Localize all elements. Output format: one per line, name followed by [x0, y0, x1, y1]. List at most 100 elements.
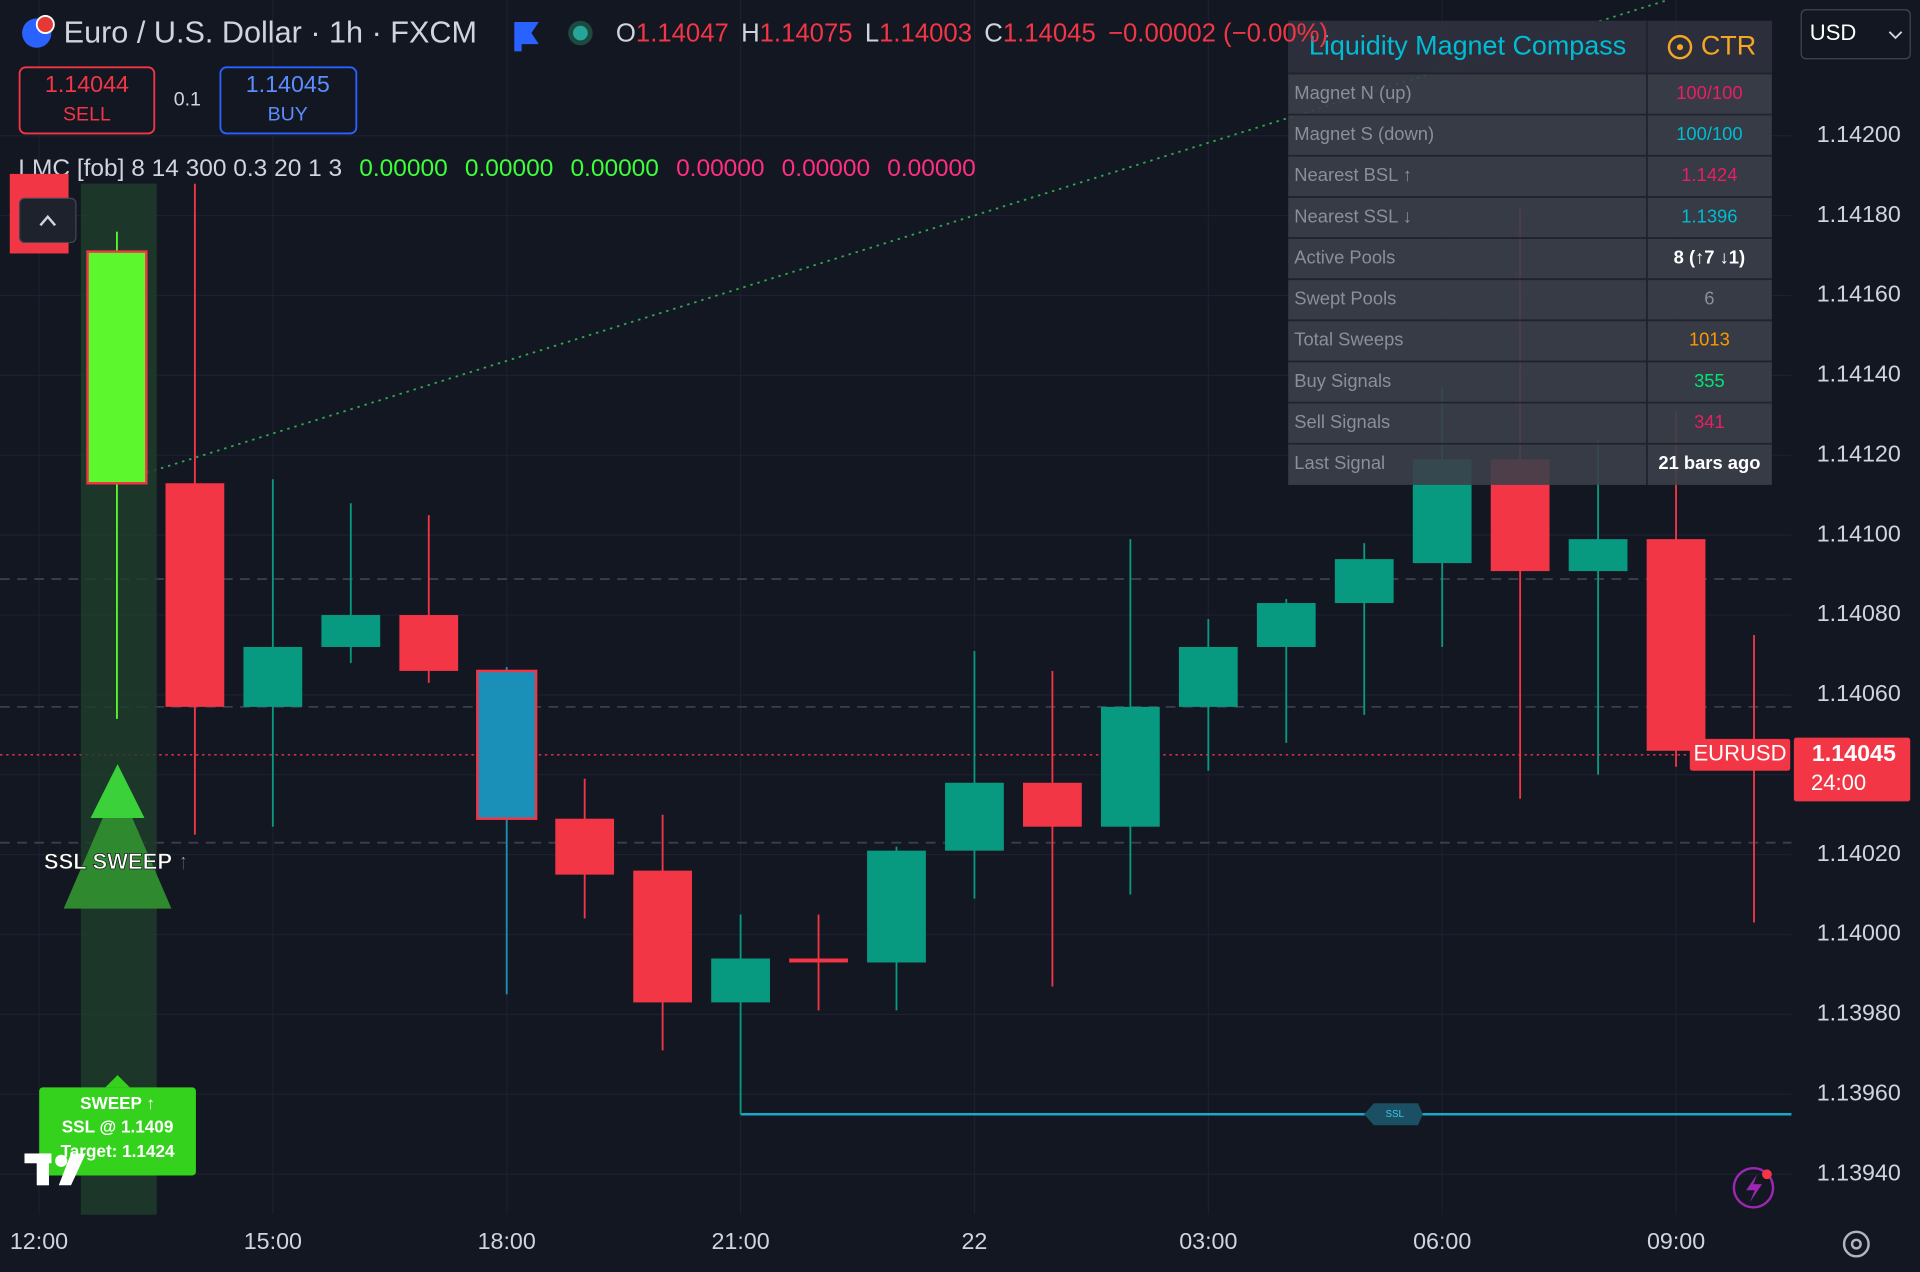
settings-icon[interactable]: [1842, 1230, 1870, 1258]
ohlc-label: L: [865, 19, 879, 47]
y-tick-label: 1.14000: [1817, 920, 1901, 946]
candle-body: [1646, 539, 1706, 751]
candle-body: [867, 850, 926, 963]
candle-body: [1256, 603, 1316, 647]
table-label: Nearest SSL ↓: [1294, 205, 1412, 226]
ohlc-value: 1.14003: [879, 19, 972, 47]
table-label: Swept Pools: [1294, 288, 1396, 309]
alert-icon-bolt: [1746, 1174, 1763, 1203]
sweep-arrow: [90, 764, 145, 818]
candle-body: [711, 958, 770, 1003]
y-tick-label: 1.14080: [1817, 600, 1901, 626]
currency-chevron: [1888, 31, 1903, 40]
price-change: −0.00002 (−0.00%): [1108, 19, 1328, 47]
ohlc-value: 1.14047: [636, 19, 729, 47]
x-tick-label: 06:00: [1413, 1228, 1471, 1254]
y-tick-label: 1.14180: [1817, 201, 1901, 227]
collapse-icon: [39, 214, 57, 227]
candle-body: [321, 615, 381, 647]
table-value: 21 bars ago: [1658, 452, 1760, 473]
signal-text: Target: 1.1424: [61, 1141, 175, 1161]
price-tag-bg: [1793, 737, 1911, 802]
flag-icon[interactable]: [514, 22, 539, 52]
y-tick-label: 1.14160: [1817, 281, 1901, 307]
candle-body: [1334, 559, 1394, 604]
overlay: SSL SWEEP ↑ SWEEP ↑ SSL @ 1.1409 Target:…: [24, 764, 196, 1186]
table-title: Liquidity Magnet Compass: [1309, 30, 1626, 60]
trend-line: [146, 0, 1669, 474]
x-tick-label: 22: [962, 1228, 988, 1254]
candles: [86, 183, 1784, 1115]
signal-pointer: [105, 1075, 130, 1088]
indicator-value: 0.00000: [359, 156, 447, 183]
x-tick-label: 18:00: [478, 1228, 536, 1254]
signal-text: SSL @ 1.1409: [62, 1116, 174, 1136]
indicator-legend: LMC [fob] 8 14 300 0.3 20 1 3 0.00000 0.00…: [18, 156, 975, 183]
ssl-tag-text: SSL: [1385, 1109, 1404, 1120]
sell-label: SELL: [63, 103, 111, 125]
table-label: Magnet N (up): [1294, 82, 1411, 103]
indicator-value: 0.00000: [782, 156, 870, 183]
y-tick-label: 1.14200: [1817, 121, 1901, 147]
table-label: Total Sweeps: [1294, 329, 1403, 350]
quantity[interactable]: 0.1: [174, 89, 201, 111]
badge-icon-dot: [1676, 44, 1684, 51]
y-tick-label: 1.14100: [1817, 520, 1901, 546]
x-tick-label: 12:00: [10, 1228, 68, 1254]
y-tick-label: 1.14060: [1817, 680, 1901, 706]
currency-button[interactable]: [1800, 9, 1911, 60]
sell-price: 1.14044: [45, 71, 129, 97]
info-table: Liquidity Magnet Compass CTR Magnet N (up)…: [1288, 20, 1772, 485]
candle-body: [165, 483, 225, 707]
price-tag: EURUSD 1.14045 24:00: [1689, 737, 1911, 802]
logo-part: [58, 1153, 86, 1186]
table-label: Active Pools: [1294, 246, 1395, 267]
candle-body: [789, 958, 848, 963]
ohlc-label: C: [984, 19, 1003, 47]
indicator-value: 0.00000: [570, 156, 658, 183]
tradingview-logo: [24, 1153, 86, 1186]
symbol-title[interactable]: Euro / U.S. Dollar · 1h · FXCM: [64, 15, 477, 49]
table-value: 355: [1694, 370, 1725, 391]
candle-body: [633, 870, 693, 1003]
table-value: 6: [1704, 288, 1714, 309]
table-value: 1.1424: [1681, 164, 1737, 185]
table-value: 100/100: [1676, 123, 1742, 144]
ssl-tag: [1364, 1103, 1423, 1126]
ohlc-label: H: [741, 19, 760, 47]
logo-part: [36, 1153, 49, 1186]
table-value: 100/100: [1676, 82, 1742, 103]
candle-body: [945, 782, 1004, 851]
sweep-label: SSL SWEEP ↑: [44, 849, 189, 874]
table-label: Buy Signals: [1294, 370, 1391, 391]
y-tick-label: 1.14120: [1817, 440, 1901, 466]
indicator-value: 0.00000: [887, 156, 975, 183]
buy-price: 1.14045: [246, 71, 330, 97]
table-value: 341: [1694, 411, 1725, 432]
candle-body: [243, 646, 303, 707]
signal-text: SWEEP ↑: [80, 1093, 155, 1113]
table-value: 1.1396: [1681, 205, 1737, 226]
candle-body: [86, 250, 148, 485]
axes: 1.13940 1.13960 1.13980 1.14000 1.14020 1.140…: [10, 121, 1911, 1254]
table-badge: CTR: [1701, 30, 1756, 60]
ohlc-label: O: [616, 19, 636, 47]
status-dot: [573, 25, 588, 41]
table-label: Sell Signals: [1294, 411, 1390, 432]
table-label: Magnet S (down): [1294, 123, 1434, 144]
logo-part: [55, 1154, 68, 1167]
candle-body: [1100, 706, 1160, 827]
x-tick-label: 03:00: [1179, 1228, 1237, 1254]
indicator-value: 0.00000: [465, 156, 553, 183]
buy-button[interactable]: [219, 66, 358, 135]
collapse-button[interactable]: [18, 197, 77, 244]
symbol-icon: [35, 14, 55, 34]
y-tick-label: 1.14020: [1817, 840, 1901, 866]
alert-icon[interactable]: [1732, 1166, 1775, 1209]
sell-button[interactable]: [18, 66, 156, 135]
y-tick-label: 1.14140: [1817, 361, 1901, 387]
buy-label: BUY: [268, 103, 308, 125]
y-tick-label: 1.13940: [1817, 1159, 1901, 1185]
